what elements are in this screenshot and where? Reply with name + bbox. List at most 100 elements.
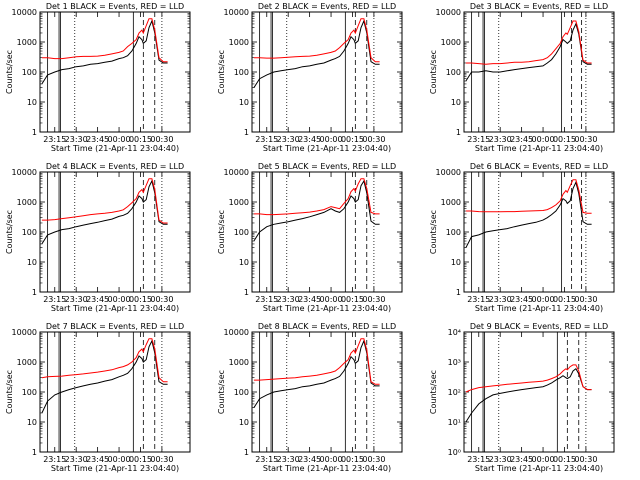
panel-8-ytick-label-2: 100 [234,388,249,397]
panel-5-title: Det 5 BLACK = Events, RED = LLD [258,162,396,171]
panel-5-xlabel: Start Time (21-Apr-11 23:04:40) [263,304,391,313]
panel-2-xtick-label-2: 23:45 [298,135,321,144]
panel-3-xtick-label-2: 23:45 [510,135,533,144]
panel-1-xtick-label-2: 23:45 [86,135,109,144]
panel-1-ytick-label-3: 1000 [17,38,37,47]
panel-3-xtick-label-0: 23:15 [467,135,490,144]
panel-5-xtick-label-1: 23:30 [277,295,300,304]
panel-2-series-events-line [253,19,380,88]
panel-4-xtick-label-4: 00:15 [129,295,152,304]
panel-1-xtick-label-3: 00:00 [108,135,131,144]
panel-4-xtick-label-0: 23:15 [43,295,66,304]
panel-4-xtick-label-5: 00:30 [150,295,173,304]
panel-5-xtick-label-3: 00:00 [320,295,343,304]
panel-1-series-events-line [41,19,168,85]
panel-7-xtick-label-5: 00:30 [150,455,173,464]
panel-9-ytick-label-1: 10¹ [448,418,461,427]
panel-5-ylabel: Counts/sec [217,210,226,254]
panel-3-ytick-label-0: 1 [456,128,461,137]
panel-7-ytick-label-0: 1 [32,448,37,457]
panel-5-ytick-label-0: 1 [244,288,249,297]
panel-7-ylabel: Counts/sec [5,370,14,414]
panel-2-ylabel: Counts/sec [217,50,226,94]
panel-2-ytick-label-1: 10 [239,98,249,107]
panel-7-series-lld-line [41,338,168,383]
panel-9-series-lld-line [465,364,592,393]
panel-6-xtick-label-1: 23:30 [489,295,512,304]
panel-4-xlabel: Start Time (21-Apr-11 23:04:40) [51,304,179,313]
panel-7-xtick-label-0: 23:15 [43,455,66,464]
panel-5-ytick-label-4: 10000 [224,168,249,177]
panel-7-title: Det 7 BLACK = Events, RED = LLD [46,322,184,331]
panel-4-frame [39,171,191,293]
panel-1-xlabel: Start Time (21-Apr-11 23:04:40) [51,144,179,153]
panel-9-ytick-label-3: 10³ [448,358,461,367]
panel-7-series-events-line [41,339,168,414]
panel-3-xlabel: Start Time (21-Apr-11 23:04:40) [475,144,603,153]
panel-7-xtick-label-1: 23:30 [65,455,88,464]
panel-4-xtick-label-1: 23:30 [65,295,88,304]
panel-7-xtick-label-3: 00:00 [108,455,131,464]
panel-9-xtick-label-2: 23:45 [510,455,533,464]
panel-4-series-events-line [41,179,168,245]
panel-6-title: Det 6 BLACK = Events, RED = LLD [470,162,608,171]
panel-5-xtick-label-2: 23:45 [298,295,321,304]
panel-8-xtick-label-3: 00:00 [320,455,343,464]
panel-1-ytick-label-0: 1 [32,128,37,137]
panel-1-xtick-label-0: 23:15 [43,135,66,144]
panel-7-ytick-label-3: 1000 [17,358,37,367]
panel-3-series-events-line [465,22,592,82]
panel-5-series-events-line [253,179,380,242]
panel-9-ytick-label-2: 10² [448,388,461,397]
panel-9-xtick-label-5: 00:30 [574,455,597,464]
panel-2-ytick-label-2: 100 [234,68,249,77]
panel-4-ytick-label-4: 10000 [12,168,37,177]
panel-6-ytick-label-1: 10 [451,258,461,267]
panel-6-xtick-label-2: 23:45 [510,295,533,304]
panel-7-ytick-label-1: 10 [27,418,37,427]
panel-4-series-lld-line [41,178,168,224]
panel-1-xtick-label-4: 00:15 [129,135,152,144]
panel-9-series-events-line [465,367,592,423]
panel-2-ytick-label-0: 1 [244,128,249,137]
panel-2-xtick-label-3: 00:00 [320,135,343,144]
panel-6-ytick-label-3: 1000 [441,198,461,207]
panel-8-ytick-label-4: 10000 [224,328,249,337]
panel-8-ytick-label-0: 1 [244,448,249,457]
panel-9-frame [463,331,615,453]
panel-8-xtick-label-1: 23:30 [277,455,300,464]
panel-6-xtick-label-0: 23:15 [467,295,490,304]
panel-3-xtick-label-1: 23:30 [489,135,512,144]
panel-8-xtick-label-0: 23:15 [255,455,278,464]
panel-4-ytick-label-2: 100 [22,228,37,237]
panel-6-xtick-label-3: 00:00 [532,295,555,304]
panel-3-ytick-label-2: 100 [446,68,461,77]
panel-6-ytick-label-2: 100 [446,228,461,237]
panel-6-xtick-label-5: 00:30 [574,295,597,304]
panel-7-xtick-label-2: 23:45 [86,455,109,464]
panel-9-ylabel: Counts/sec [429,370,438,414]
panel-3-ytick-label-4: 10000 [436,8,461,17]
panel-6-ylabel: Counts/sec [429,210,438,254]
panel-3-ytick-label-3: 1000 [441,38,461,47]
panel-3-xtick-label-4: 00:15 [553,135,576,144]
panel-4-ylabel: Counts/sec [5,210,14,254]
panel-3-title: Det 3 BLACK = Events, RED = LLD [470,2,608,11]
panel-5-frame [251,171,403,293]
panel-9-ytick-label-4: 10⁴ [448,328,461,337]
panel-8-title: Det 8 BLACK = Events, RED = LLD [258,322,396,331]
panel-2-xtick-label-0: 23:15 [255,135,278,144]
panel-5-ytick-label-1: 10 [239,258,249,267]
panel-2-ytick-label-3: 1000 [229,38,249,47]
panel-4-ytick-label-3: 1000 [17,198,37,207]
panel-4-xtick-label-3: 00:00 [108,295,131,304]
panel-2-xlabel: Start Time (21-Apr-11 23:04:40) [263,144,391,153]
panel-6-ytick-label-4: 10000 [436,168,461,177]
panel-1-frame [39,11,191,133]
panel-6-xlabel: Start Time (21-Apr-11 23:04:40) [475,304,603,313]
panel-5-series-lld-line [253,178,380,216]
panel-9-xtick-label-0: 23:15 [467,455,490,464]
panel-1-xtick-label-1: 23:30 [65,135,88,144]
